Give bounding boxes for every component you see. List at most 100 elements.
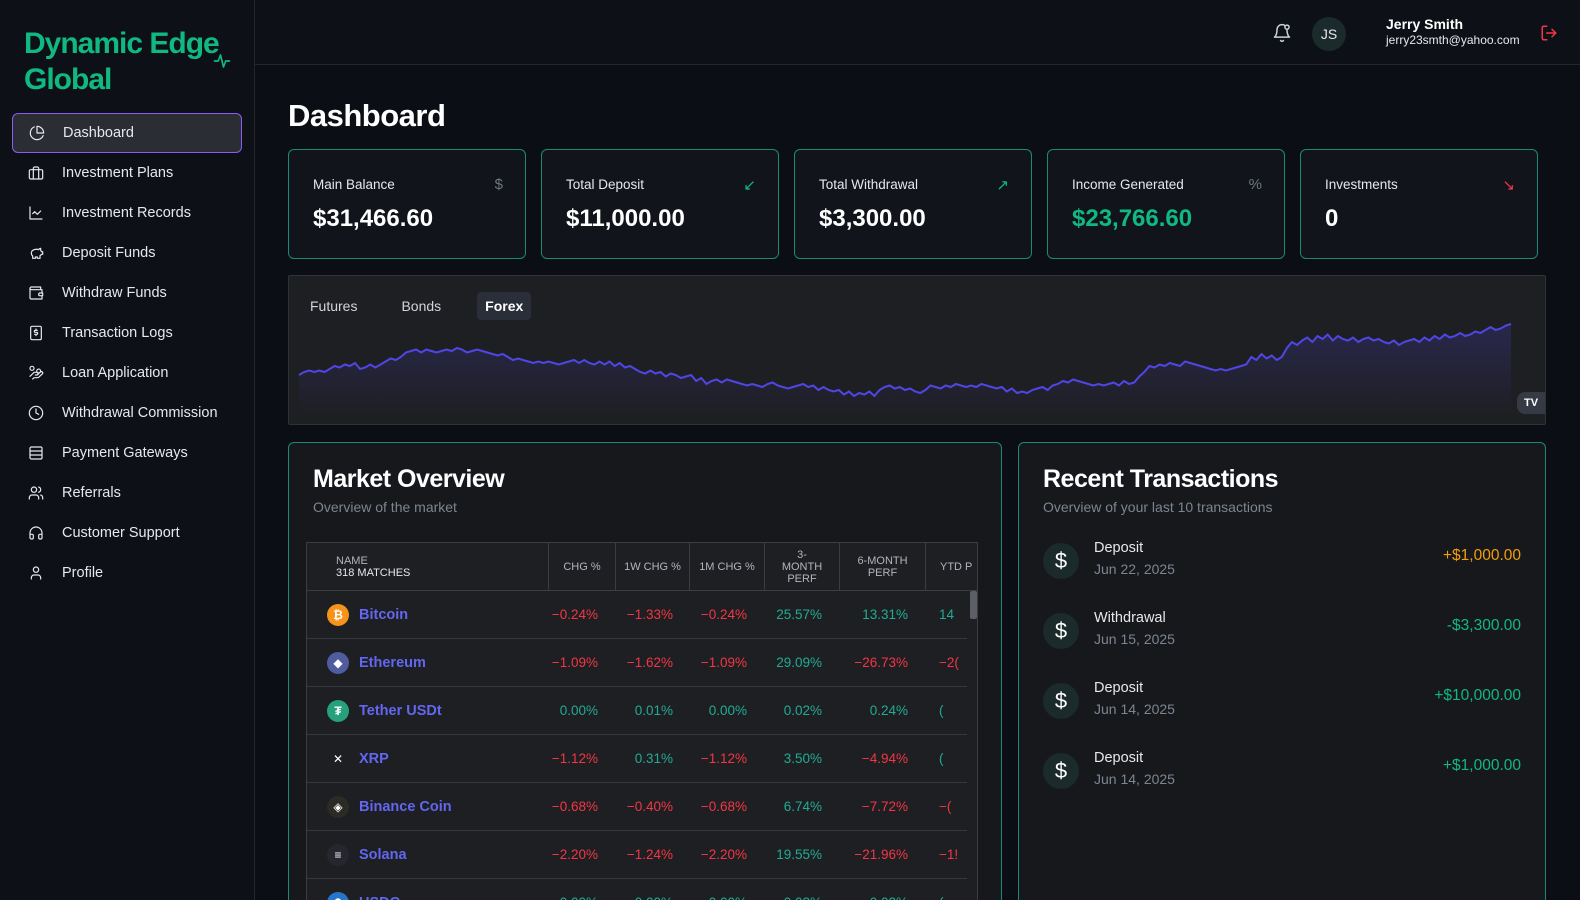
transaction-amount: +$1,000.00	[1442, 757, 1521, 774]
coin-glyph: ✕	[332, 752, 344, 766]
col-6m-perf[interactable]: 6-MONTH PERF	[840, 543, 926, 591]
col-name[interactable]: NAME 318 MATCHES	[307, 543, 549, 591]
tradingview-logo[interactable]: TV	[1517, 392, 1545, 414]
transaction-type: Deposit	[1094, 540, 1144, 556]
coin-name-link[interactable]: Solana	[359, 847, 407, 863]
tab-bonds[interactable]: Bonds	[401, 298, 442, 314]
cell-chg: −1.09%	[551, 655, 598, 670]
col-1m-chg[interactable]: 1M CHG %	[690, 543, 765, 591]
cell-ytd: −(	[939, 799, 952, 814]
table-row[interactable]: ✕ XRP −1.12% 0.31% −1.12% 3.50% −4.94% (	[307, 735, 967, 783]
tab-forex[interactable]: Forex	[477, 292, 532, 320]
table-row[interactable]: ₮ Tether USDt 0.00% 0.01% 0.00% 0.02% 0.24% (	[307, 687, 967, 735]
headset-icon	[29, 526, 43, 540]
stat-card-investments: Investments ↘ 0	[1300, 149, 1538, 259]
market-chart-widget: Futures Bonds Forex TV	[288, 275, 1546, 425]
sidebar-item-label: Investment Plans	[62, 165, 174, 181]
sidebar-item-transaction-logs[interactable]: Transaction Logs	[12, 313, 242, 353]
solana-icon: ≡	[327, 844, 349, 866]
col-1w-chg[interactable]: 1W CHG %	[616, 543, 690, 591]
transaction-item[interactable]: $ Withdrawal Jun 15, 2025 -$3,300.00	[1043, 610, 1521, 665]
sidebar-item-profile[interactable]: Profile	[12, 553, 242, 593]
dollar-icon: $	[1043, 683, 1079, 719]
transaction-type: Withdrawal	[1094, 610, 1166, 626]
piggy-bank-icon	[30, 247, 44, 259]
brand-logo[interactable]: Dynamic Edge Global	[24, 27, 220, 96]
matches-count: 318 MATCHES	[336, 567, 411, 579]
dollar-icon: $	[1043, 753, 1079, 789]
cell-ytd: (	[939, 751, 944, 766]
transaction-type: Deposit	[1094, 680, 1144, 696]
tether-icon: ₮	[327, 700, 349, 722]
cell-w: −1.62%	[626, 655, 673, 670]
cell-m6: −7.72%	[861, 799, 908, 814]
wallet-icon	[29, 286, 44, 300]
coin-name-link[interactable]: XRP	[359, 751, 389, 767]
stat-icon: $	[494, 176, 503, 193]
cell-m6: −4.94%	[861, 751, 908, 766]
tab-futures[interactable]: Futures	[310, 298, 358, 314]
pie-chart-icon	[29, 125, 45, 141]
stat-label: Investments	[1325, 177, 1398, 192]
cell-chg: −1.12%	[551, 751, 598, 766]
cell-chg: 0.00%	[560, 879, 598, 900]
cell-ytd: 14	[939, 607, 955, 622]
sidebar-item-loan-application[interactable]: Loan Application	[12, 353, 242, 393]
cell-m: −1.09%	[700, 655, 747, 670]
scroll-thumb[interactable]	[970, 591, 977, 619]
sidebar-item-referrals[interactable]: Referrals	[12, 473, 242, 513]
stat-card-income-generated: Income Generated% $23,766.60	[1047, 149, 1285, 259]
coin-name-link[interactable]: USDC	[359, 879, 400, 900]
coin-glyph: ◈	[333, 800, 343, 814]
stat-label: Income Generated	[1072, 177, 1184, 192]
sidebar-item-customer-support[interactable]: Customer Support	[12, 513, 242, 553]
dollar-icon: $	[1043, 543, 1079, 579]
cell-w: −0.40%	[626, 799, 673, 814]
ethereum-icon: ◆	[327, 652, 349, 674]
col-ytd-perf[interactable]: YTD P	[940, 561, 973, 573]
table-row[interactable]: ◆ Ethereum −1.09% −1.62% −1.09% 29.09% −26.73%…	[307, 639, 967, 687]
market-overview-panel: Market Overview Overview of the market N…	[288, 442, 1002, 900]
sidebar-item-payment-gateways[interactable]: Payment Gateways	[12, 433, 242, 473]
coin-name-link[interactable]: Binance Coin	[359, 799, 452, 815]
cell-m3: 29.09%	[776, 655, 822, 670]
sidebar-item-dashboard[interactable]: Dashboard	[12, 113, 242, 153]
sidebar-item-label: Dashboard	[63, 125, 134, 141]
table-row[interactable]: ₿ Bitcoin −0.24% −1.33% −0.24% 25.57% 13.31% 14	[307, 591, 967, 639]
transaction-item[interactable]: $ Deposit Jun 22, 2025 +$1,000.00	[1043, 540, 1521, 595]
table-row[interactable]: ≡ Solana −2.20% −1.24% −2.20% 19.55% −21.96% −1…	[307, 831, 967, 879]
market-table-header: NAME 318 MATCHES CHG % 1W CHG % 1M CHG %…	[307, 543, 977, 591]
cell-m3: 19.55%	[776, 847, 822, 862]
sidebar-item-label: Transaction Logs	[62, 325, 173, 341]
col-chg[interactable]: CHG %	[549, 543, 616, 591]
transaction-date: Jun 14, 2025	[1094, 701, 1175, 717]
cell-m: −1.12%	[700, 751, 747, 766]
table-row[interactable]: $ USDC 0.00% 0.00% 0.00% 0.02% 0.02% (	[307, 879, 967, 900]
cell-ytd: −1!	[939, 847, 959, 862]
avatar[interactable]: JS	[1312, 17, 1346, 51]
table-scrollbar[interactable]	[970, 591, 977, 900]
transaction-amount: +$10,000.00	[1434, 687, 1521, 704]
sidebar-item-deposit-funds[interactable]: Deposit Funds	[12, 233, 242, 273]
market-overview-title: Market Overview	[313, 465, 505, 493]
sidebar-item-investment-records[interactable]: Investment Records	[12, 193, 242, 233]
stat-label: Total Deposit	[566, 177, 645, 192]
coin-name-link[interactable]: Ethereum	[359, 655, 426, 671]
sidebar-item-investment-plans[interactable]: Investment Plans	[12, 153, 242, 193]
page-title: Dashboard	[288, 98, 446, 133]
bell-icon[interactable]	[1272, 23, 1292, 43]
table-row[interactable]: ◈ Binance Coin −0.68% −0.40% −0.68% 6.74% −7.7…	[307, 783, 967, 831]
coin-name-link[interactable]: Tether USDt	[359, 703, 442, 719]
cell-ytd: (	[939, 879, 969, 900]
col-3m-perf[interactable]: 3-MONTH PERF	[765, 543, 840, 591]
transaction-item[interactable]: $ Deposit Jun 14, 2025 +$10,000.00	[1043, 680, 1521, 735]
logout-icon[interactable]	[1540, 24, 1558, 42]
stat-icon: ↙	[743, 177, 756, 194]
transaction-item[interactable]: $ Deposit Jun 14, 2025 +$1,000.00	[1043, 750, 1521, 805]
coin-name-link[interactable]: Bitcoin	[359, 607, 409, 623]
stat-card-total-withdrawal: Total Withdrawal ↗ $3,300.00	[794, 149, 1032, 259]
forex-line-chart[interactable]	[289, 316, 1519, 416]
sidebar-item-withdrawal-commission[interactable]: Withdrawal Commission	[12, 393, 242, 433]
sidebar-item-withdraw-funds[interactable]: Withdraw Funds	[12, 273, 242, 313]
usdc-icon: $	[327, 892, 349, 900]
